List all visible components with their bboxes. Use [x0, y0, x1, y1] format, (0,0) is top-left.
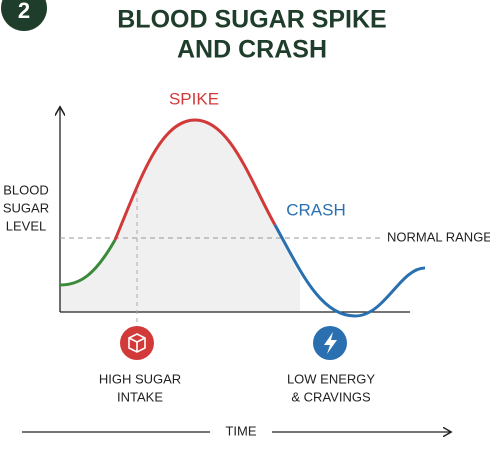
event-label: & CRAVINGS	[291, 389, 371, 404]
sugar-cube	[128, 333, 146, 353]
title: BLOOD SUGAR SPIKE	[117, 6, 386, 34]
bolt	[324, 332, 337, 354]
normal-range-label: NORMAL RANGE	[387, 229, 490, 244]
event-label: HIGH SUGAR	[99, 371, 181, 386]
badge	[1, 0, 47, 31]
curve-rise	[59, 239, 117, 287]
curve-crash	[273, 224, 426, 318]
crash-label: CRASH	[286, 200, 346, 219]
y-label: LEVEL	[6, 218, 46, 233]
y-label: SUGAR	[3, 200, 49, 215]
time-label: TIME	[225, 423, 256, 438]
event-label: INTAKE	[117, 389, 163, 404]
curve-spike	[113, 118, 277, 241]
badge-number: 2	[18, 0, 30, 23]
y-label: BLOOD	[3, 182, 49, 197]
curve-shade	[60, 120, 300, 312]
title: AND CRASH	[177, 36, 327, 64]
spike-label: SPIKE	[169, 89, 219, 108]
event-label: LOW ENERGY	[287, 371, 375, 386]
